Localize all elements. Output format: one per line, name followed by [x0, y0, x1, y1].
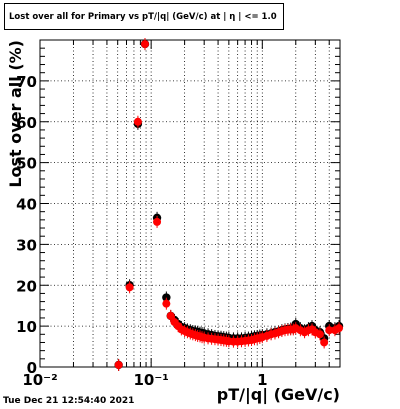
point-red [162, 299, 171, 308]
y-tick-label: 30 [16, 236, 37, 254]
axis-ticks [39, 39, 341, 368]
x-tick-label: 10⁻¹ [133, 371, 168, 389]
y-tick-label: 50 [16, 155, 37, 173]
point-red [140, 40, 149, 49]
y-tick-label: 0 [27, 359, 37, 377]
point-red [125, 283, 134, 292]
y-tick-label: 60 [16, 114, 37, 132]
point-red [320, 338, 329, 347]
y-tick-label: 40 [16, 196, 37, 214]
point-red [166, 311, 175, 320]
grid-lines [40, 40, 340, 367]
point-red [335, 324, 344, 333]
x-axis-title: pT/|q| (GeV/c) [217, 385, 340, 405]
y-tick-label: 10 [16, 318, 37, 336]
x-tick-label: 1 [257, 371, 267, 389]
point-black [162, 293, 171, 302]
point-red [133, 117, 142, 126]
chart-title: Lost over all for Primary vs pT/|q| (GeV… [4, 3, 284, 30]
point-red [114, 360, 123, 369]
y-axis-title: Lost over all (%) [6, 40, 25, 188]
point-red [153, 217, 162, 226]
point-red [325, 326, 334, 335]
y-tick-label: 20 [16, 277, 37, 295]
timestamp: Tue Dec 21 12:54:40 2021 [3, 396, 135, 406]
x-tick-label: 10⁻² [22, 371, 57, 389]
point-red [315, 330, 324, 339]
data-points [114, 38, 344, 371]
y-tick-label: 70 [16, 73, 37, 91]
plot-frame [39, 39, 341, 368]
